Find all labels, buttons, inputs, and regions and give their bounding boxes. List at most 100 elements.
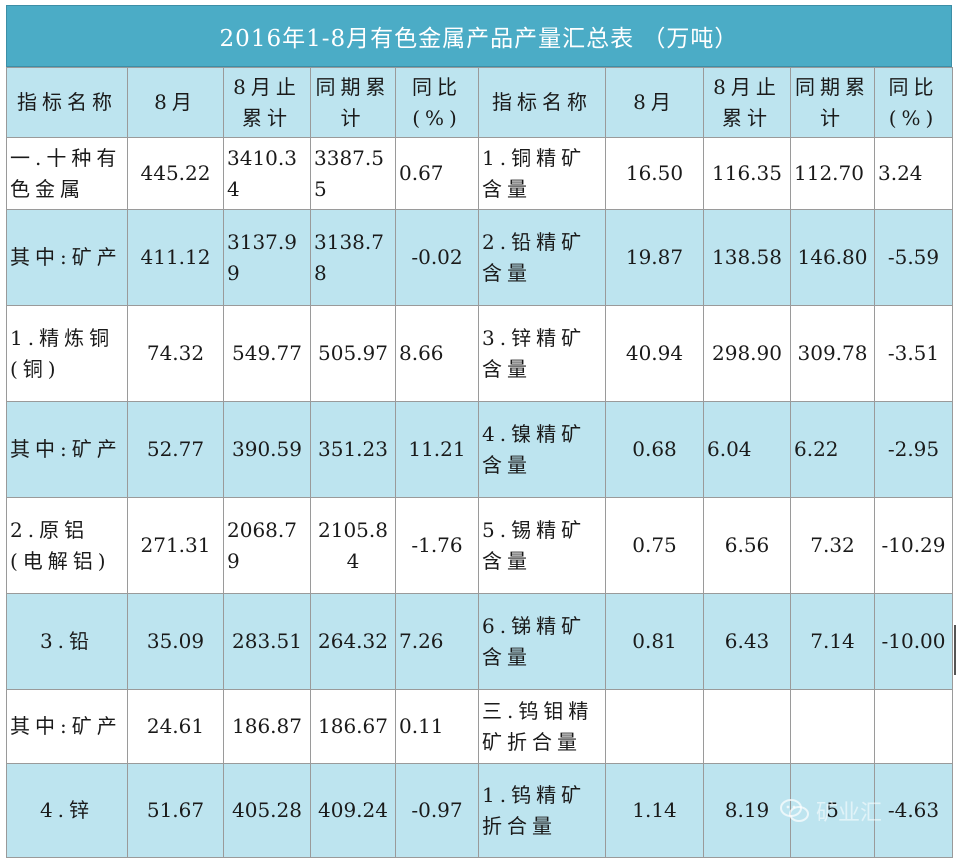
row-month-left: 24.61 [127, 689, 224, 764]
row-indicator-left: 3.铅 [6, 593, 128, 690]
row-month-right: 1.14 [605, 763, 704, 858]
row-prior-left: 409.24 [310, 763, 396, 858]
row-indicator-right: 5.锡精矿含量 [478, 497, 606, 594]
row-indicator-right: 2.铅精矿含量 [478, 209, 606, 306]
scrollbar-mark [954, 625, 956, 675]
row-prior-right: 5 [790, 763, 875, 858]
row-month-left: 74.32 [127, 305, 224, 402]
header-indicator-right: 指标名称 [478, 67, 606, 138]
row-ytd-right: 8.19 [703, 763, 791, 858]
row-indicator-left: 一.十种有色金属 [6, 137, 128, 210]
row-indicator-left: 2.原铝(电解铝) [6, 497, 128, 594]
row-yoy-left: 0.67 [395, 137, 479, 210]
row-prior-left: 505.97 [310, 305, 396, 402]
header-indicator-left: 指标名称 [6, 67, 128, 138]
row-yoy-left: 8.66 [395, 305, 479, 402]
row-prior-left: 264.32 [310, 593, 396, 690]
table-row: 3.铅 35.09 283.51 264.32 7.26 6.锑精矿含量 0.8… [6, 593, 953, 690]
header-yoy-right: 同比(%) [874, 67, 953, 138]
production-table: 指标名称 8月 8月止累计 同期累计 同比(%) 指标名称 8月 8月止累计 同… [6, 67, 953, 858]
row-yoy-right: -10.00 [874, 593, 953, 690]
row-indicator-left: 1.精炼铜(铜) [6, 305, 128, 402]
table-row: 4.锌 51.67 405.28 409.24 -0.97 1.钨精矿折合量 1… [6, 763, 953, 858]
row-yoy-right [874, 689, 953, 764]
row-month-left: 35.09 [127, 593, 224, 690]
table-row: 其中:矿产 411.12 3137.99 3138.78 -0.02 2.铅精矿… [6, 209, 953, 306]
row-yoy-left: -0.97 [395, 763, 479, 858]
row-indicator-left: 其中:矿产 [6, 209, 128, 306]
row-month-right: 16.50 [605, 137, 704, 210]
row-ytd-right [703, 689, 791, 764]
row-ytd-right: 6.43 [703, 593, 791, 690]
table-row: 一.十种有色金属 445.22 3410.34 3387.55 0.67 1.铜… [6, 137, 953, 210]
row-month-right: 0.75 [605, 497, 704, 594]
row-prior-left: 3387.55 [310, 137, 396, 210]
row-indicator-right: 1.钨精矿折合量 [478, 763, 606, 858]
header-row: 指标名称 8月 8月止累计 同期累计 同比(%) 指标名称 8月 8月止累计 同… [6, 67, 953, 138]
row-indicator-left: 4.锌 [6, 763, 128, 858]
row-yoy-left: 11.21 [395, 401, 479, 498]
table-row: 1.精炼铜(铜) 74.32 549.77 505.97 8.66 3.锌精矿含… [6, 305, 953, 402]
row-yoy-left: 0.11 [395, 689, 479, 764]
row-prior-left: 351.23 [310, 401, 396, 498]
row-yoy-right: -4.63 [874, 763, 953, 858]
row-prior-left: 3138.78 [310, 209, 396, 306]
row-month-left: 271.31 [127, 497, 224, 594]
row-prior-right: 146.80 [790, 209, 875, 306]
row-prior-right: 7.32 [790, 497, 875, 594]
header-ytd-left: 8月止累计 [223, 67, 311, 138]
header-ytd-right: 8月止累计 [703, 67, 791, 138]
row-ytd-left: 3137.99 [223, 209, 311, 306]
row-ytd-right: 6.56 [703, 497, 791, 594]
row-ytd-right: 6.04 [703, 401, 791, 498]
row-indicator-right: 1.铜精矿含量 [478, 137, 606, 210]
row-month-left: 51.67 [127, 763, 224, 858]
row-ytd-right: 138.58 [703, 209, 791, 306]
row-ytd-left: 390.59 [223, 401, 311, 498]
row-prior-left: 186.67 [310, 689, 396, 764]
row-ytd-left: 3410.34 [223, 137, 311, 210]
row-prior-right [790, 689, 875, 764]
table-row: 其中:矿产 24.61 186.87 186.67 0.11 三.钨钼精矿折合量 [6, 689, 953, 764]
row-ytd-left: 283.51 [223, 593, 311, 690]
row-prior-left: 2105.84 [310, 497, 396, 594]
row-prior-right: 309.78 [790, 305, 875, 402]
summary-table-sheet: 2016年1-8月有色金属产品产量汇总表 （万吨） 指标名称 8月 8月止累计 … [6, 5, 953, 858]
row-month-right: 40.94 [605, 305, 704, 402]
row-ytd-left: 186.87 [223, 689, 311, 764]
row-indicator-right: 三.钨钼精矿折合量 [478, 689, 606, 764]
row-yoy-right: -5.59 [874, 209, 953, 306]
header-yoy-left: 同比(%) [395, 67, 479, 138]
row-yoy-left: -1.76 [395, 497, 479, 594]
row-month-left: 445.22 [127, 137, 224, 210]
row-ytd-right: 298.90 [703, 305, 791, 402]
row-month-right: 19.87 [605, 209, 704, 306]
row-month-left: 411.12 [127, 209, 224, 306]
row-month-right: 0.81 [605, 593, 704, 690]
table-title: 2016年1-8月有色金属产品产量汇总表 （万吨） [6, 5, 952, 67]
row-indicator-right: 6.锑精矿含量 [478, 593, 606, 690]
header-prior-right: 同期累计 [790, 67, 875, 138]
row-yoy-left: -0.02 [395, 209, 479, 306]
row-indicator-right: 3.锌精矿含量 [478, 305, 606, 402]
row-ytd-left: 2068.79 [223, 497, 311, 594]
header-month-left: 8月 [127, 67, 224, 138]
row-month-right: 0.68 [605, 401, 704, 498]
row-prior-right: 7.14 [790, 593, 875, 690]
row-month-right [605, 689, 704, 764]
row-yoy-left: 7.26 [395, 593, 479, 690]
row-yoy-right: 3.24 [874, 137, 953, 210]
row-yoy-right: -2.95 [874, 401, 953, 498]
row-indicator-right: 4.镍精矿含量 [478, 401, 606, 498]
row-indicator-left: 其中:矿产 [6, 401, 128, 498]
header-prior-left: 同期累计 [310, 67, 396, 138]
row-yoy-right: -10.29 [874, 497, 953, 594]
row-prior-right: 6.22 [790, 401, 875, 498]
header-month-right: 8月 [605, 67, 704, 138]
row-yoy-right: -3.51 [874, 305, 953, 402]
row-month-left: 52.77 [127, 401, 224, 498]
row-ytd-right: 116.35 [703, 137, 791, 210]
row-ytd-left: 549.77 [223, 305, 311, 402]
row-prior-right: 112.70 [790, 137, 875, 210]
table-row: 2.原铝(电解铝) 271.31 2068.79 2105.84 -1.76 5… [6, 497, 953, 594]
